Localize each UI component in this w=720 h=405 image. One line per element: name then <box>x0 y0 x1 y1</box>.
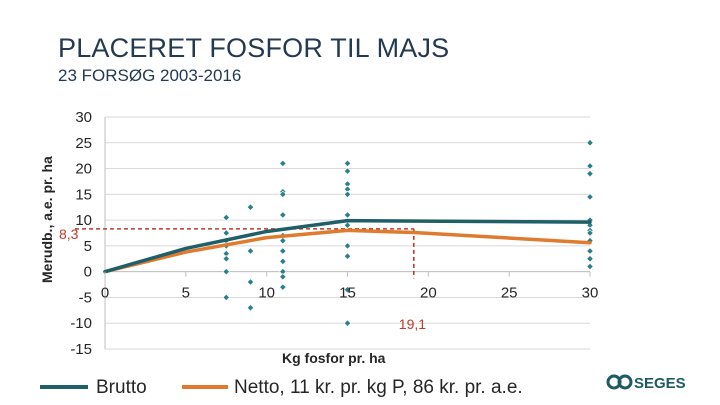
y-tick-label: -5 <box>79 289 92 306</box>
scatter-point <box>586 170 594 178</box>
series-line-netto <box>103 228 592 274</box>
scatter-point <box>222 229 230 237</box>
scatter-point <box>279 283 287 291</box>
chart-subtitle: 23 FORSØG 2003-2016 <box>58 66 242 85</box>
scatter-point <box>246 203 255 211</box>
y-tick-label: 5 <box>84 238 92 255</box>
scatter-point <box>586 262 594 271</box>
legend-label-netto: Netto, 11 kr. pr. kg P, 86 kr. pr. a.e. <box>234 377 523 398</box>
scatter-point <box>222 268 230 276</box>
chart-title: PLACERET FOSFOR TIL MAJS <box>58 33 450 63</box>
y-tick-label: -10 <box>70 315 92 332</box>
scatter-point <box>586 229 594 237</box>
scatter-point <box>586 193 594 201</box>
annotation-19-1: 19,1 <box>399 316 426 332</box>
scatter-point <box>222 293 230 302</box>
annotation-8-3: 8,3 <box>59 226 79 242</box>
scatter-point <box>343 159 352 168</box>
scatter-point <box>246 304 255 312</box>
y-tick-label: -15 <box>70 341 92 358</box>
x-tick-label: 25 <box>501 285 518 302</box>
scatter-point <box>343 286 352 294</box>
scatter-point <box>343 319 352 327</box>
scatter-point <box>246 247 255 255</box>
scatter-point <box>586 162 594 170</box>
seges-logo: SEGES <box>606 374 686 392</box>
scatter-point <box>343 167 352 175</box>
y-tick-label: 25 <box>75 135 92 152</box>
logo-text: SEGES <box>634 375 686 392</box>
scatter-point <box>279 237 287 245</box>
scatter-point <box>279 190 287 198</box>
y-axis-title: Merudb., a.e. pr. ha <box>39 156 55 283</box>
legend-label-brutto: Brutto <box>96 377 147 398</box>
scatter-point <box>586 247 594 255</box>
x-tick-label: 20 <box>420 285 437 302</box>
scatter-point <box>279 247 287 255</box>
x-tick-label: 15 <box>339 285 356 302</box>
x-tick-label: 30 <box>582 285 599 302</box>
scatter-point <box>279 257 287 265</box>
logo-ring-right <box>617 374 633 390</box>
scatter-point <box>343 242 352 250</box>
scatter-point <box>222 255 230 263</box>
y-tick-label: 15 <box>75 186 92 203</box>
series-line-brutto <box>103 218 592 274</box>
y-tick-label: 20 <box>75 161 92 178</box>
scatter-point <box>279 273 287 281</box>
y-tick-label: 10 <box>75 212 92 229</box>
scatter-point <box>343 211 352 219</box>
scatter-point <box>246 278 255 286</box>
scatter-point <box>586 255 594 263</box>
x-tick-label: 10 <box>258 285 275 302</box>
x-tick-label: 0 <box>101 285 109 302</box>
x-axis-title: Kg fosfor pr. ha <box>282 350 386 366</box>
y-tick-label: 30 <box>75 109 92 126</box>
y-tick-label: 0 <box>84 264 92 281</box>
scatter-point <box>586 139 594 147</box>
scatter-point <box>279 159 287 168</box>
x-tick-label: 5 <box>182 285 190 302</box>
scatter-point <box>343 190 352 198</box>
scatter-point <box>343 252 352 260</box>
scatter-point <box>343 221 352 229</box>
scatter-point <box>279 211 287 219</box>
scatter-point <box>222 213 230 222</box>
